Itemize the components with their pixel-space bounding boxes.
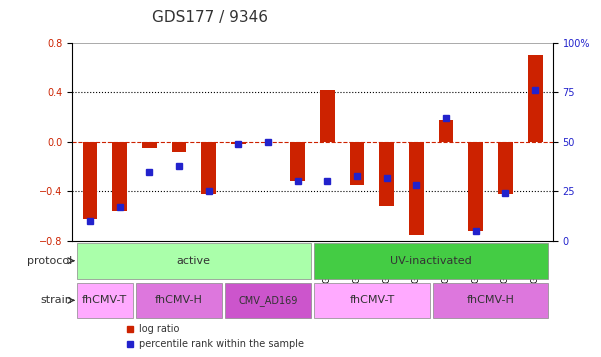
Text: log ratio: log ratio <box>139 324 180 334</box>
FancyBboxPatch shape <box>136 282 222 318</box>
Bar <box>231 142 246 144</box>
Bar <box>409 142 424 235</box>
Bar <box>142 142 157 148</box>
Text: active: active <box>177 256 211 266</box>
FancyBboxPatch shape <box>433 282 549 318</box>
Text: strain: strain <box>41 295 73 305</box>
Bar <box>171 142 186 152</box>
FancyBboxPatch shape <box>76 282 133 318</box>
Text: fhCMV-H: fhCMV-H <box>155 295 203 305</box>
Text: fhCMV-T: fhCMV-T <box>349 295 394 305</box>
Bar <box>498 142 513 194</box>
Bar <box>82 142 97 218</box>
Bar <box>379 142 394 206</box>
Text: fhCMV-H: fhCMV-H <box>466 295 514 305</box>
FancyBboxPatch shape <box>314 243 549 278</box>
Text: percentile rank within the sample: percentile rank within the sample <box>139 339 305 349</box>
Bar <box>320 90 335 142</box>
Text: GDS177 / 9346: GDS177 / 9346 <box>152 10 269 25</box>
Text: UV-inactivated: UV-inactivated <box>391 256 472 266</box>
Bar <box>290 142 305 181</box>
Bar <box>439 120 454 142</box>
Text: fhCMV-T: fhCMV-T <box>82 295 127 305</box>
Bar <box>468 142 483 231</box>
FancyBboxPatch shape <box>225 282 311 318</box>
FancyBboxPatch shape <box>76 243 311 278</box>
FancyBboxPatch shape <box>314 282 430 318</box>
Bar <box>201 142 216 194</box>
Text: protocol: protocol <box>28 256 73 266</box>
Text: CMV_AD169: CMV_AD169 <box>239 295 297 306</box>
Bar <box>350 142 364 185</box>
Bar <box>528 55 543 142</box>
Bar <box>112 142 127 211</box>
